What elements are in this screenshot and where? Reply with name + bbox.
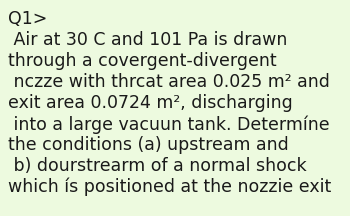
Text: the conditions (a) upstream and: the conditions (a) upstream and [8, 136, 289, 154]
Text: exit area 0.0724 m², discharging: exit area 0.0724 m², discharging [8, 94, 293, 112]
Text: Q1>: Q1> [8, 10, 47, 28]
Text: which ís positioned at the nozzie exit: which ís positioned at the nozzie exit [8, 178, 331, 197]
Text: nczze with thrcat area 0.025 m² and: nczze with thrcat area 0.025 m² and [8, 73, 330, 91]
Text: through a covergent-divergent: through a covergent-divergent [8, 52, 276, 70]
Text: into a large vacuun tank. Determíne: into a large vacuun tank. Determíne [8, 115, 330, 133]
Text: b) dourstrearm of a normal shock: b) dourstrearm of a normal shock [8, 157, 307, 175]
Text: Air at 30 C and 101 Pa is drawn: Air at 30 C and 101 Pa is drawn [8, 31, 287, 49]
